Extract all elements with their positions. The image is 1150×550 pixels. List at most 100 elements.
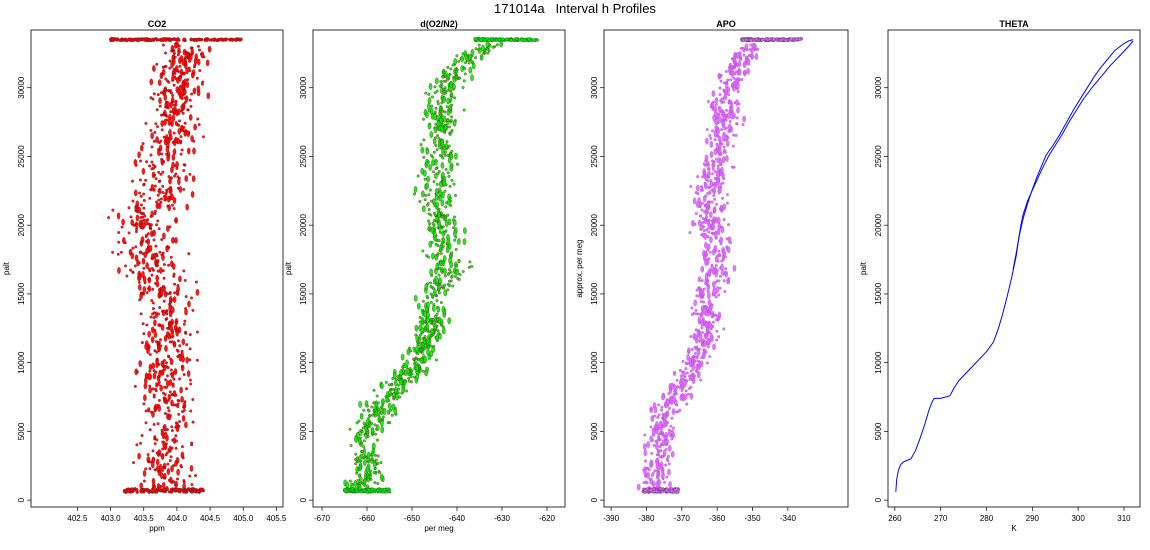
apo-point (653, 414, 657, 418)
co2-point (173, 174, 177, 178)
apo-point (734, 70, 738, 74)
apo-point (669, 387, 673, 391)
apo-point (676, 410, 680, 414)
apo-point (643, 449, 648, 457)
co2-point (166, 204, 170, 208)
co2-top-point (151, 37, 156, 41)
apo-point (687, 350, 691, 354)
o2n2-point (439, 252, 443, 256)
apo-point (686, 354, 690, 361)
co2-point (132, 461, 135, 465)
o2n2-point (427, 227, 431, 231)
co2-point (163, 443, 168, 451)
apo-point (707, 230, 711, 234)
apo-point (719, 141, 723, 145)
co2-point (152, 139, 156, 143)
o2n2-point (362, 477, 367, 485)
co2-point (164, 51, 168, 55)
co2-point (144, 235, 148, 238)
co2-point (187, 300, 191, 308)
o2n2-point (430, 317, 434, 321)
co2-ytick-label: 15000 (17, 282, 26, 305)
co2-point (144, 409, 148, 413)
o2n2-point (445, 105, 449, 109)
apo-point (717, 157, 721, 161)
co2-point (177, 128, 182, 135)
co2-point (150, 132, 154, 140)
o2n2-point (432, 202, 436, 206)
o2n2-point (392, 395, 396, 399)
apo-point (709, 151, 714, 158)
o2n2-point (427, 97, 432, 104)
apo-point (693, 352, 697, 355)
apo-point (650, 415, 654, 422)
o2n2-point (432, 305, 436, 312)
co2-point (144, 421, 148, 425)
o2n2-point (461, 52, 465, 56)
co2-point (111, 208, 115, 212)
co2-point (157, 323, 161, 327)
apo-point (713, 231, 718, 239)
o2n2-top-point (532, 38, 536, 42)
apo-point (690, 347, 694, 351)
o2n2-point (435, 182, 439, 186)
o2n2-point (437, 221, 442, 228)
apo-point (693, 299, 697, 307)
apo-point (729, 241, 733, 245)
o2n2-point (361, 450, 364, 453)
o2n2-point (477, 48, 481, 52)
co2-baseline-point (196, 489, 200, 493)
co2-point (154, 209, 157, 213)
co2-point (180, 148, 184, 152)
o2n2-point (390, 383, 394, 387)
apo-point (649, 407, 653, 411)
apo-point (711, 311, 715, 315)
apo-point (653, 469, 657, 473)
co2-point (188, 358, 192, 362)
co2-point (179, 139, 183, 143)
o2n2-point (462, 79, 466, 83)
co2-point (174, 77, 178, 81)
o2n2-point (438, 84, 442, 88)
co2-point (192, 147, 196, 155)
co2-point (171, 334, 175, 338)
o2n2-point (434, 172, 438, 180)
apo-point (696, 175, 700, 179)
o2n2-point (374, 458, 378, 462)
co2-point (160, 72, 164, 76)
o2n2-point (433, 126, 438, 134)
co2-point (153, 130, 157, 134)
co2-point (165, 146, 170, 153)
o2n2-point (455, 54, 459, 58)
o2n2-point (464, 61, 467, 65)
co2-baseline-point (179, 488, 184, 492)
co2-point (181, 111, 185, 115)
co2-point (130, 252, 135, 260)
o2n2-point (373, 481, 377, 485)
o2n2-point (450, 115, 454, 119)
apo-point (706, 337, 711, 345)
apo-xtick-label: -370 (674, 514, 691, 523)
o2n2-point (443, 289, 448, 297)
o2n2-point (470, 49, 475, 56)
o2n2-point (375, 394, 379, 398)
apo-point (730, 65, 734, 69)
o2n2-point (425, 254, 429, 258)
apo-point (712, 313, 716, 317)
co2-point (168, 291, 172, 295)
co2-point (142, 192, 146, 196)
o2n2-point (430, 328, 434, 335)
apo-point (658, 422, 663, 429)
co2-point (157, 341, 161, 345)
apo-point (722, 203, 726, 211)
co2-point (185, 343, 189, 347)
apo-point (656, 471, 660, 475)
o2n2-point (450, 274, 454, 278)
co2-point (157, 198, 161, 202)
o2n2-point (371, 413, 375, 417)
o2n2-point (452, 218, 455, 222)
co2-point (207, 45, 212, 53)
apo-point (748, 48, 752, 52)
co2-point (120, 225, 124, 229)
o2n2-point (426, 160, 430, 164)
